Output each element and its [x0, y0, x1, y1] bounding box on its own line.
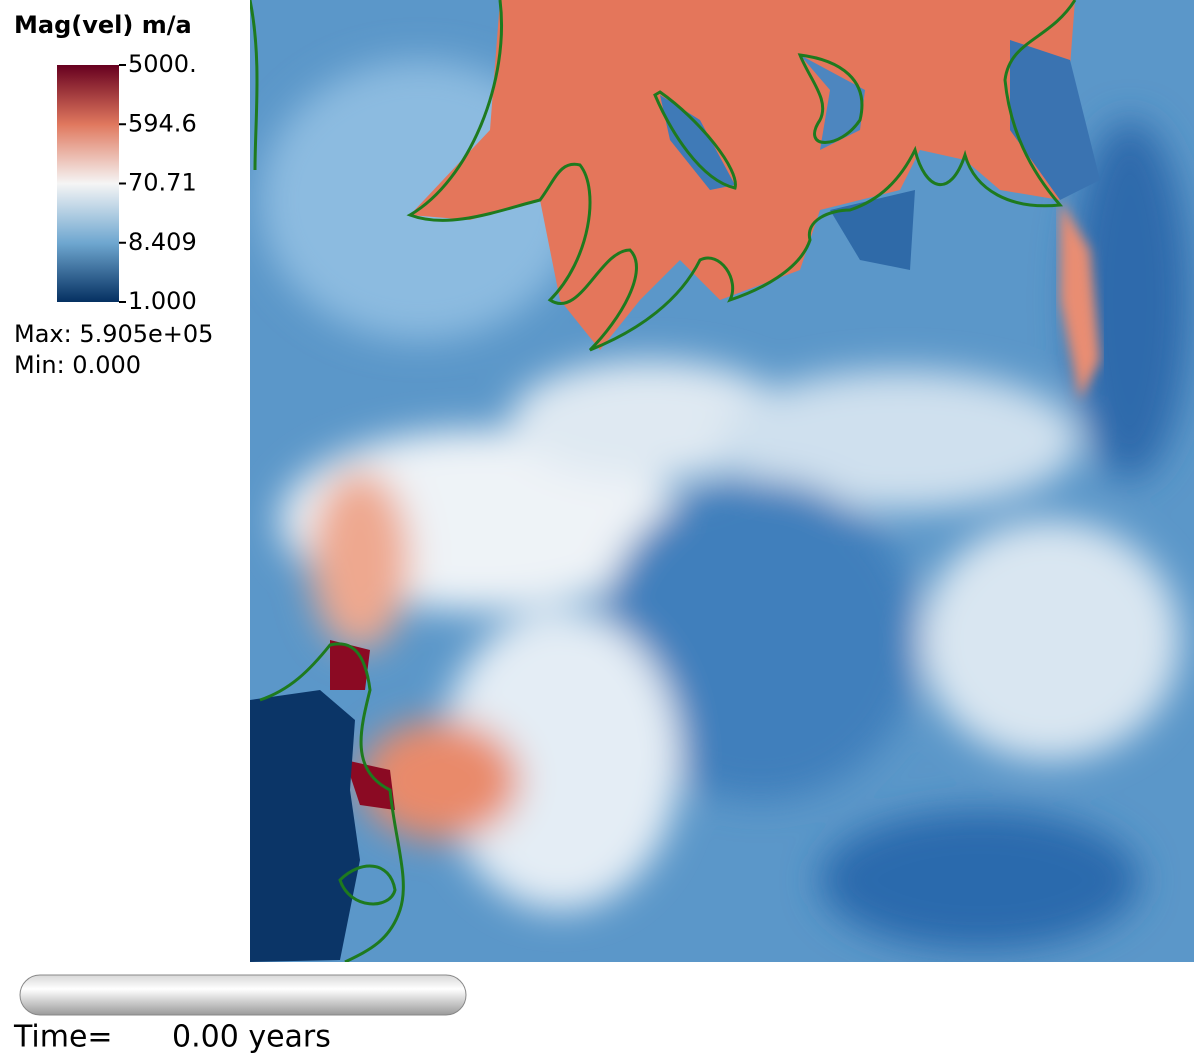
- tick-label: 1.000: [128, 287, 197, 315]
- time-value: 0.00 years: [172, 1020, 331, 1055]
- colorbar-title: Mag(vel) m/a: [14, 11, 192, 39]
- tick-label: 594.6: [128, 109, 197, 137]
- max-label: Max: 5.905e+05: [14, 320, 213, 348]
- velocity-map: [250, 0, 1194, 962]
- tick-label: 70.71: [128, 169, 197, 197]
- progress-bar: [20, 975, 466, 1015]
- time-label: Time=: [13, 1020, 113, 1055]
- colorbar: [57, 65, 119, 302]
- tick-label: 8.409: [128, 228, 197, 256]
- min-label: Min: 0.000: [14, 351, 141, 379]
- view: Mag(vel) m/a 5000. 594.6 70.71 8.409 1.000 M…: [0, 0, 1194, 1059]
- colorbar-ticks: 5000. 594.6 70.71 8.409 1.000: [119, 50, 197, 315]
- screen: Mag(vel) m/a 5000. 594.6 70.71 8.409 1.000 M…: [0, 0, 1194, 1059]
- tick-label: 5000.: [128, 50, 197, 78]
